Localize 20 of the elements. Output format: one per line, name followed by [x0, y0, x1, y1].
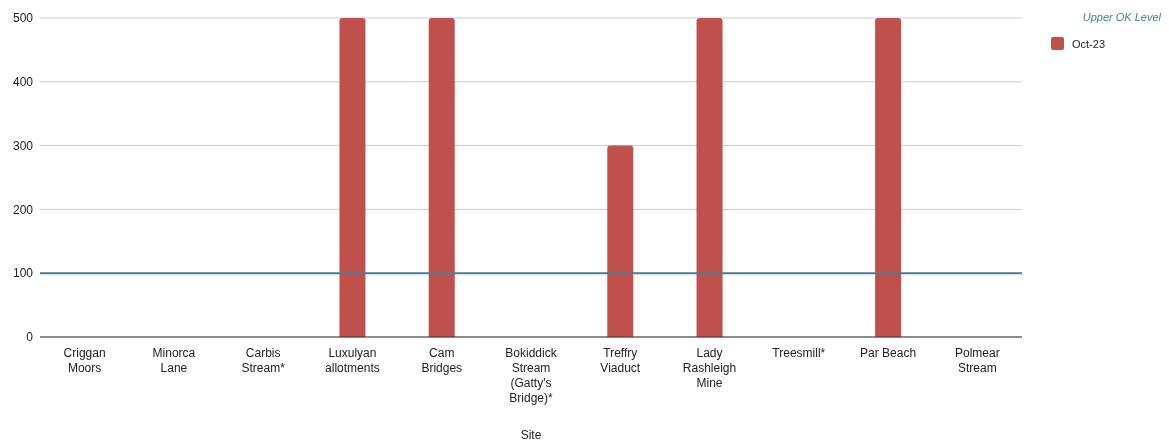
x-tick-label: Carbis Stream* [241, 346, 286, 375]
x-tick-label: Treffry Viaduct [600, 346, 641, 375]
x-tick-label: Cam Bridges [421, 346, 463, 375]
y-tick-label: 200 [12, 202, 34, 217]
x-tick-label: Lady Rashleigh Mine [682, 346, 737, 390]
x-tick-label: Minorca Lane [152, 346, 196, 375]
x-tick-label: Bokiddick Stream (Gatty's Bridge)* [505, 346, 558, 405]
x-tick-label: Luxulyan allotments [325, 346, 380, 375]
y-tick-label: 100 [12, 266, 34, 281]
x-tick-label: Treesmill* [772, 346, 826, 360]
legend-label: Oct-23 [1072, 37, 1106, 50]
y-tick-label: 0 [26, 330, 34, 345]
y-tick-label: 400 [12, 75, 34, 89]
x-axis-title: Site [520, 428, 542, 442]
x-tick-label: Par Beach [860, 346, 917, 360]
ref-line-label: Upper OK Level [1082, 11, 1162, 23]
x-tick-label: Criggan Moors [63, 346, 106, 375]
y-tick-label: 500 [12, 11, 34, 26]
y-tick-label: 300 [12, 138, 34, 153]
x-tick-label: Polmear Stream [955, 346, 1000, 375]
